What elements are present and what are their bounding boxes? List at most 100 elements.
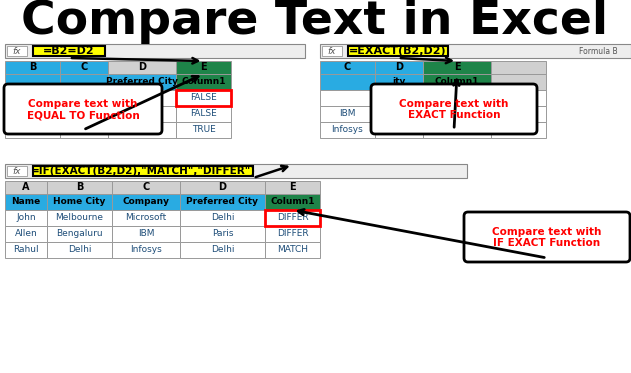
Text: Bengaluru: Bengaluru (56, 229, 103, 238)
FancyBboxPatch shape (112, 210, 180, 226)
FancyBboxPatch shape (348, 46, 448, 56)
Text: Delhi: Delhi (130, 94, 154, 103)
Text: FALSE: FALSE (190, 94, 217, 103)
Text: Name: Name (11, 197, 40, 207)
FancyBboxPatch shape (5, 61, 60, 74)
FancyBboxPatch shape (5, 90, 60, 106)
Text: D: D (218, 182, 227, 192)
FancyBboxPatch shape (108, 74, 176, 90)
FancyBboxPatch shape (491, 74, 546, 90)
FancyBboxPatch shape (265, 210, 320, 226)
FancyBboxPatch shape (176, 90, 231, 106)
FancyBboxPatch shape (33, 166, 253, 176)
Text: IBM: IBM (138, 229, 154, 238)
Text: FALSE: FALSE (444, 110, 470, 119)
FancyBboxPatch shape (47, 181, 112, 194)
Text: Infosys: Infosys (68, 125, 100, 135)
FancyBboxPatch shape (423, 74, 491, 90)
Text: IF EXACT Function: IF EXACT Function (493, 238, 601, 248)
FancyBboxPatch shape (5, 44, 305, 58)
Text: ity: ity (392, 78, 406, 87)
Text: TRUE: TRUE (445, 125, 469, 135)
FancyBboxPatch shape (60, 106, 108, 122)
Text: C: C (344, 63, 351, 72)
Text: Company: Company (122, 197, 170, 207)
FancyBboxPatch shape (423, 106, 491, 122)
Text: EQUAL TO Function: EQUAL TO Function (27, 110, 139, 120)
Text: Delhi: Delhi (68, 245, 91, 254)
FancyBboxPatch shape (180, 194, 265, 210)
Text: Bengaluru: Bengaluru (9, 110, 56, 119)
FancyBboxPatch shape (33, 46, 105, 56)
FancyBboxPatch shape (108, 106, 176, 122)
Text: Home City: Home City (53, 197, 105, 207)
Text: E: E (200, 63, 207, 72)
FancyBboxPatch shape (5, 242, 47, 258)
FancyBboxPatch shape (5, 74, 60, 90)
FancyBboxPatch shape (5, 226, 47, 242)
FancyBboxPatch shape (60, 61, 108, 74)
Text: Compare text with: Compare text with (399, 99, 509, 109)
Text: Compare text with: Compare text with (492, 227, 602, 237)
FancyBboxPatch shape (180, 181, 265, 194)
FancyBboxPatch shape (423, 90, 491, 106)
Text: Column1: Column1 (435, 78, 480, 87)
Text: Compare Text in Excel: Compare Text in Excel (21, 0, 608, 44)
FancyBboxPatch shape (322, 46, 342, 56)
FancyBboxPatch shape (375, 122, 423, 138)
FancyBboxPatch shape (176, 74, 231, 90)
Text: Column1: Column1 (181, 78, 226, 87)
FancyBboxPatch shape (176, 106, 231, 122)
FancyBboxPatch shape (375, 90, 423, 106)
FancyBboxPatch shape (60, 74, 108, 90)
Text: B: B (29, 63, 36, 72)
FancyBboxPatch shape (47, 194, 112, 210)
Text: Microsoft: Microsoft (126, 213, 167, 223)
Text: Paris: Paris (388, 110, 410, 119)
Text: DIFFER: DIFFER (276, 213, 309, 223)
Text: fx: fx (13, 47, 21, 56)
FancyBboxPatch shape (423, 122, 491, 138)
Text: EXACT Function: EXACT Function (408, 110, 500, 120)
Text: Peris: Peris (131, 110, 153, 119)
FancyBboxPatch shape (464, 212, 630, 262)
Text: DIFFER: DIFFER (276, 229, 309, 238)
FancyBboxPatch shape (7, 166, 27, 176)
FancyBboxPatch shape (491, 61, 546, 74)
Text: =IF(EXACT(B2,D2),"MATCH","DIFFER"): =IF(EXACT(B2,D2),"MATCH","DIFFER") (30, 166, 256, 176)
FancyBboxPatch shape (375, 61, 423, 74)
Text: Formula B: Formula B (579, 47, 618, 56)
FancyBboxPatch shape (320, 44, 631, 58)
FancyBboxPatch shape (47, 210, 112, 226)
Text: FALSE: FALSE (444, 94, 470, 103)
Text: John: John (16, 213, 36, 223)
Text: D: D (138, 63, 146, 72)
Text: Infosys: Infosys (130, 245, 162, 254)
Text: Delhi: Delhi (211, 245, 234, 254)
FancyBboxPatch shape (320, 61, 375, 74)
FancyBboxPatch shape (180, 226, 265, 242)
Text: Delhi: Delhi (211, 213, 234, 223)
Text: Compare text with: Compare text with (28, 99, 138, 109)
Text: IBM: IBM (339, 110, 356, 119)
FancyBboxPatch shape (180, 210, 265, 226)
FancyBboxPatch shape (265, 210, 320, 226)
FancyBboxPatch shape (375, 74, 423, 90)
FancyBboxPatch shape (5, 194, 47, 210)
FancyBboxPatch shape (180, 242, 265, 258)
Text: Rahul: Rahul (13, 245, 39, 254)
Text: D: D (395, 63, 403, 72)
FancyBboxPatch shape (7, 46, 27, 56)
FancyBboxPatch shape (265, 181, 320, 194)
FancyBboxPatch shape (176, 90, 231, 106)
Text: MATCH: MATCH (277, 245, 308, 254)
Text: IBM: IBM (76, 110, 92, 119)
FancyBboxPatch shape (320, 74, 375, 90)
Text: Delhi: Delhi (21, 125, 44, 135)
FancyBboxPatch shape (60, 122, 108, 138)
FancyBboxPatch shape (176, 61, 231, 74)
Text: FALSE: FALSE (190, 110, 217, 119)
FancyBboxPatch shape (47, 242, 112, 258)
FancyBboxPatch shape (108, 61, 176, 74)
FancyBboxPatch shape (423, 90, 491, 106)
